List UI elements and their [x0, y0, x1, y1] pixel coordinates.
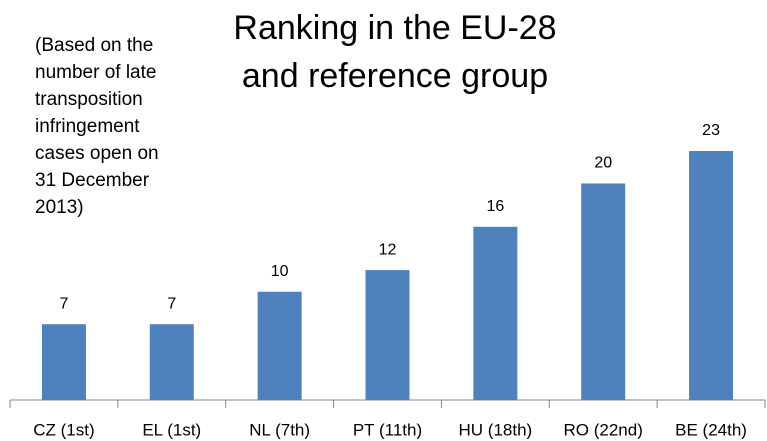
annotation: 2013): [35, 197, 84, 218]
x-tick-label: NL (7th): [249, 420, 310, 439]
x-tick-label: EL (1st): [142, 420, 201, 439]
bar: [41, 324, 86, 400]
data-label: 10: [271, 263, 289, 280]
annotation: number of late: [35, 62, 156, 83]
annotation: transposition: [35, 89, 143, 110]
x-tick-label: HU (18th): [459, 420, 533, 439]
x-tick-label: PT (11th): [353, 420, 422, 439]
bar: [473, 226, 518, 400]
data-label: 20: [594, 155, 612, 172]
bar: [365, 270, 410, 400]
bar: [257, 291, 302, 400]
bar: [149, 324, 194, 400]
chart-title: Ranking in the EU-28: [233, 9, 556, 47]
x-tick-label: BE (24th): [675, 420, 747, 439]
data-label: 7: [59, 295, 68, 312]
bar: [581, 183, 626, 400]
data-label: 7: [167, 295, 176, 312]
bar: [689, 151, 734, 400]
annotation: 31 December: [35, 170, 150, 191]
data-label: 16: [486, 198, 504, 215]
data-label: 23: [702, 122, 720, 139]
annotation: infringement: [35, 116, 140, 137]
annotation: cases open on: [35, 143, 159, 164]
x-tick-label: RO (22nd): [564, 420, 643, 439]
x-tick-label: CZ (1st): [33, 420, 94, 439]
chart-title: and reference group: [242, 57, 548, 95]
data-label: 12: [379, 241, 397, 258]
annotation: (Based on the: [35, 35, 153, 56]
